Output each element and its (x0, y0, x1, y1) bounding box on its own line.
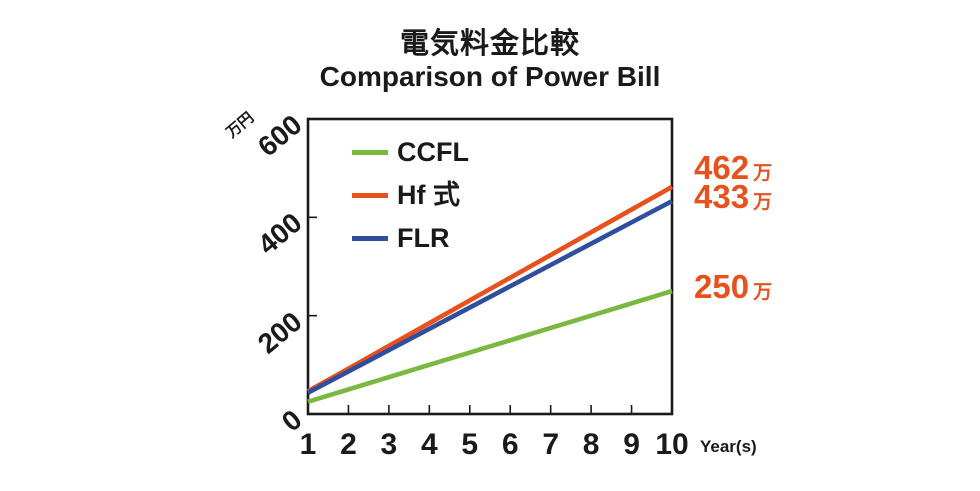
x-tick-label-3: 3 (380, 428, 398, 461)
x-tick-label-9: 9 (623, 428, 640, 461)
annotation-ccfl-unit: 万 (753, 282, 773, 303)
legend-label-ccfl: CCFL (397, 137, 469, 167)
legend-item-hf: Hf 式 (352, 174, 469, 217)
x-tick-label-6: 6 (501, 428, 519, 461)
legend-swatch-flr (352, 236, 388, 241)
legend: CCFL Hf 式 FLR (352, 131, 469, 260)
chart-title-english: Comparison of Power Bill (319, 61, 661, 92)
x-tick-label-10: 10 (655, 428, 689, 461)
annotation-ccfl-total: 250 万 (694, 268, 773, 310)
chart-title-japanese: 電気料金比較 (399, 28, 580, 60)
annotation-hf-total: 462 万 (694, 149, 773, 191)
series-line-flr (306, 199, 674, 395)
annotation-flr-total: 433 万 (694, 178, 773, 220)
annotation-flr-value: 433 (694, 178, 750, 215)
x-tick-label-2: 2 (340, 428, 357, 461)
legend-swatch-ccfl (352, 150, 388, 155)
annotation-hf-unit: 万 (753, 163, 773, 184)
x-tick-label-5: 5 (461, 428, 479, 461)
legend-label-flr: FLR (397, 223, 450, 253)
x-tick-label-7: 7 (542, 428, 559, 461)
x-axis-title: Year(s) (700, 437, 757, 456)
series-line-ccfl (307, 288, 673, 404)
plot-border (306, 117, 674, 416)
legend-swatch-hf (352, 193, 388, 198)
series-line-hf式 (306, 184, 674, 394)
annotation-hf-value: 462 (694, 149, 750, 186)
annotation-flr-unit: 万 (753, 192, 773, 213)
x-tick-label-4: 4 (420, 428, 438, 461)
legend-item-ccfl: CCFL (352, 131, 469, 174)
legend-item-flr: FLR (352, 217, 469, 260)
x-tick-label-8: 8 (582, 428, 600, 461)
annotation-ccfl-value: 250 (694, 268, 750, 305)
legend-label-hf: Hf 式 (397, 180, 460, 210)
x-tick-label-1: 1 (299, 428, 317, 461)
